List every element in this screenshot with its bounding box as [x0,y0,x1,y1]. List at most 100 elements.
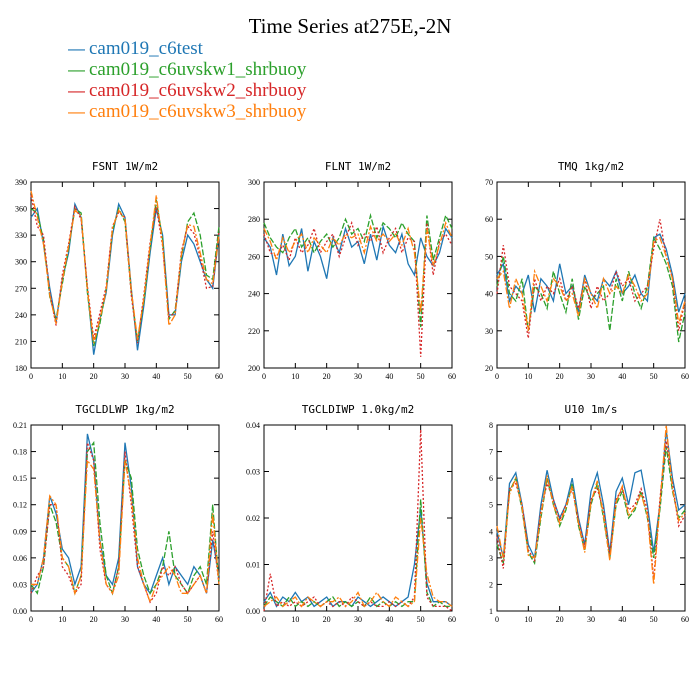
x-tick-label: 40 [618,615,626,624]
plot-frame [496,181,686,369]
x-tick-label: 50 [184,615,192,624]
series-line-1 [496,430,686,561]
x-tick-label: 20 [323,615,331,624]
x-tick-label: 60 [448,372,456,381]
x-tick-label: 60 [215,372,223,381]
legend-item-uvskw3: — cam019_c6uvskw3_shrbuoy [68,101,306,122]
legend-item-uvskw1: — cam019_c6uvskw1_shrbuoy [68,59,306,80]
y-tick-label: 0.09 [13,527,27,536]
x-tick-label: 50 [650,372,658,381]
series-line-1 [263,224,453,279]
x-tick-label: 0 [262,615,266,624]
series-line-3 [30,195,220,344]
y-tick-label: 50 [485,252,493,261]
y-tick-label: 270 [15,284,27,293]
y-tick-label: 6 [489,474,493,483]
series-line-3 [263,429,453,612]
x-tick-label: 50 [417,372,425,381]
x-tick-label: 40 [385,372,393,381]
x-tick-label: 20 [556,615,564,624]
y-tick-label: 210 [15,337,27,346]
series-line-3 [30,442,220,604]
x-tick-label: 10 [291,615,299,624]
legend-label: cam019_c6uvskw1_shrbuoy [89,59,307,80]
y-tick-label: 300 [248,178,260,187]
x-tick-label: 10 [524,372,532,381]
x-tick-label: 30 [354,372,362,381]
x-tick-label: 30 [587,615,595,624]
y-tick-label: 360 [15,205,27,214]
y-tick-label: 300 [15,258,27,267]
y-tick-label: 280 [248,215,260,224]
x-tick-label: 30 [354,615,362,624]
x-tick-label: 60 [448,615,456,624]
x-tick-label: 0 [262,372,266,381]
x-tick-label: 10 [524,615,532,624]
panel-title: TGCLDIWP 1.0kg/m2 [302,403,415,416]
y-tick-label: 0.01 [246,561,260,570]
y-tick-label: 240 [248,290,260,299]
x-tick-label: 40 [618,372,626,381]
legend-swatch: — [68,60,85,79]
y-tick-label: 3 [489,554,493,563]
y-tick-label: 30 [485,327,493,336]
legend-swatch: — [68,81,85,100]
y-tick-label: 8 [489,421,493,430]
y-tick-label: 200 [248,364,260,373]
plot-frame [30,181,220,369]
x-tick-label: 60 [681,372,689,381]
legend-label: cam019_c6test [89,38,203,59]
y-tick-label: 0.12 [13,501,27,510]
y-tick-label: 0.00 [13,607,27,616]
x-tick-label: 30 [121,372,129,381]
x-tick-label: 40 [152,372,160,381]
y-tick-label: 0.02 [246,514,260,523]
y-tick-label: 260 [248,252,260,261]
x-tick-label: 0 [495,615,499,624]
series-line-3 [496,219,686,339]
y-tick-label: 180 [15,364,27,373]
panel-title: TMQ 1kg/m2 [558,160,624,173]
plot-frame [496,424,686,612]
series-line-4 [263,517,453,608]
x-tick-label: 0 [495,372,499,381]
series-line-4 [30,190,220,344]
series-line-2 [263,499,452,608]
y-tick-label: 0.03 [13,580,27,589]
x-tick-label: 40 [152,615,160,624]
y-tick-label: 0.18 [13,448,27,457]
y-tick-label: 390 [15,178,27,187]
legend-item-uvskw2: — cam019_c6uvskw2_shrbuoy [68,80,306,101]
x-tick-label: 0 [29,615,33,624]
x-tick-label: 10 [58,615,66,624]
x-tick-label: 50 [184,372,192,381]
series-line-2 [496,235,686,343]
x-tick-label: 50 [650,615,658,624]
series-line-1 [30,433,220,595]
y-tick-label: 330 [15,231,27,240]
legend-label: cam019_c6uvskw3_shrbuoy [89,101,307,122]
series-line-4 [263,220,453,313]
y-tick-label: 4 [489,527,493,536]
y-tick-label: 240 [15,311,27,320]
x-tick-label: 20 [90,372,98,381]
legend-item-c6test: — cam019_c6test [68,38,306,59]
y-tick-label: 40 [485,290,493,299]
x-tick-label: 40 [385,615,393,624]
y-tick-label: 0.00 [246,607,260,616]
panel-title: U10 1m/s [565,403,618,416]
panel-title: FLNT 1W/m2 [325,160,391,173]
x-tick-label: 60 [215,615,223,624]
y-tick-label: 5 [489,501,493,510]
x-tick-label: 30 [587,372,595,381]
legend: — cam019_c6test — cam019_c6uvskw1_shrbuoy … [68,38,306,122]
x-tick-label: 20 [323,372,331,381]
page-title: Time Series at275E,-2N [248,14,452,38]
y-tick-label: 0.04 [246,421,260,430]
x-tick-label: 50 [417,615,425,624]
x-tick-label: 10 [58,372,66,381]
panel-title: TGCLDLWP 1kg/m2 [75,403,174,416]
series-line-3 [263,220,453,357]
legend-swatch: — [68,39,85,58]
y-tick-label: 1 [489,607,493,616]
